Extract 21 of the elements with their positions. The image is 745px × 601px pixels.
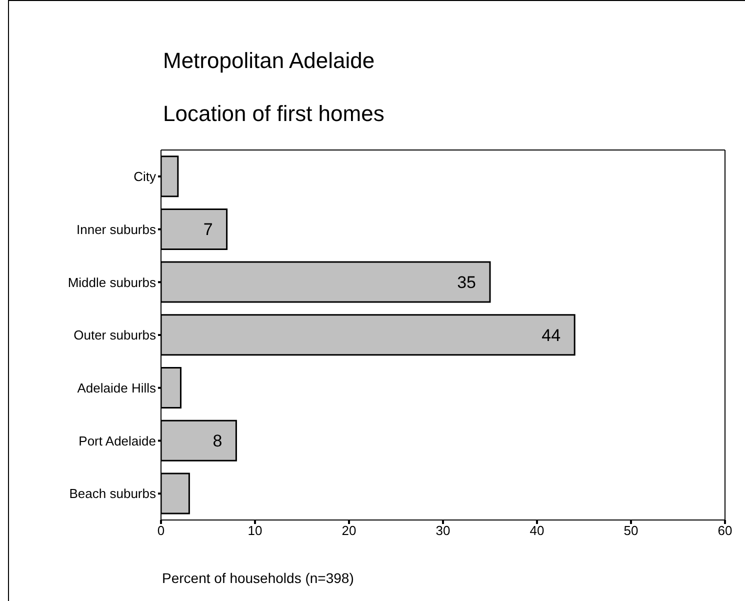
y-tick-label: City <box>134 169 156 184</box>
x-tick-label: 40 <box>530 523 544 538</box>
x-tick-label: 50 <box>624 523 638 538</box>
x-tick-label: 30 <box>436 523 450 538</box>
x-tick-label: 60 <box>718 523 732 538</box>
x-axis-title: Percent of households (n=398) <box>162 570 354 586</box>
y-tick-label: Inner suburbs <box>76 222 156 237</box>
data-label: 44 <box>542 326 561 345</box>
y-tick-label: Adelaide Hills <box>77 380 156 396</box>
y-tick-label: Middle suburbs <box>68 274 156 290</box>
x-tick-label: 0 <box>157 523 165 538</box>
chart-title: Metropolitan Adelaide <box>163 48 375 74</box>
y-tick-label: Port Adelaide <box>78 433 156 448</box>
y-tick-label: Beach suburbs <box>69 486 156 502</box>
y-tick-label: Outer suburbs <box>74 328 156 343</box>
chart-subtitle: Location of first homes <box>163 101 384 127</box>
data-label: 8 <box>212 432 222 451</box>
x-tick-label: 10 <box>248 523 262 538</box>
data-label: 7 <box>203 220 213 240</box>
data-label: 35 <box>457 273 476 292</box>
x-tick-label: 20 <box>342 523 356 538</box>
